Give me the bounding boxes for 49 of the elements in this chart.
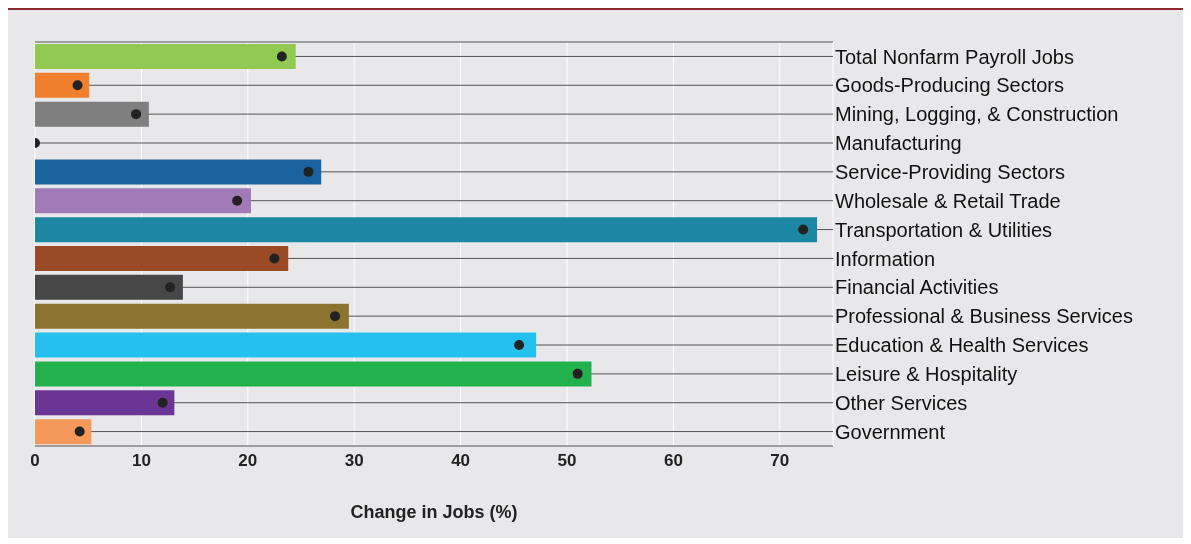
x-tick-label: 0 <box>30 451 40 471</box>
point <box>330 311 341 322</box>
point <box>72 80 83 91</box>
point <box>798 224 809 235</box>
y-tick-label: Transportation & Utilities <box>835 218 1053 241</box>
x-tick-label: 20 <box>238 451 258 471</box>
bar <box>35 44 296 69</box>
bar <box>35 332 537 358</box>
y-tick-label: Other Services <box>835 391 968 414</box>
y-tick-label: Government <box>835 420 946 443</box>
x-tick-label: 50 <box>557 451 577 471</box>
point <box>157 397 168 408</box>
x-tick-label: 60 <box>663 451 683 471</box>
y-tick-label: Mining, Logging, & Construction <box>835 103 1119 126</box>
y-tick-label: Manufacturing <box>835 132 962 155</box>
bar <box>35 419 92 445</box>
point <box>131 109 142 120</box>
y-tick-label: Service-Providing Sectors <box>835 160 1066 183</box>
x-tick-label: 10 <box>131 451 151 471</box>
point <box>269 253 280 264</box>
bar <box>35 72 90 98</box>
x-tick-label: 70 <box>770 451 790 471</box>
bar <box>35 159 322 185</box>
bar <box>35 303 349 329</box>
point <box>572 368 583 379</box>
y-tick-label: Financial Activities <box>835 276 999 299</box>
y-tick-label: Wholesale & Retail Trade <box>835 189 1061 212</box>
y-tick-label: Total Nonfarm Payroll Jobs <box>835 45 1074 68</box>
x-tick-label: 40 <box>451 451 471 471</box>
bar <box>35 274 183 300</box>
point <box>232 195 243 206</box>
x-axis-title: Change in Jobs (%) <box>350 502 518 522</box>
y-tick-label: Professional & Business Services <box>835 305 1133 328</box>
point <box>514 340 525 350</box>
point <box>303 166 314 177</box>
y-tick-label: Education & Health Services <box>835 334 1089 357</box>
bar <box>35 361 592 387</box>
bar <box>35 246 289 271</box>
y-tick-label: Goods-Producing Sectors <box>835 74 1065 97</box>
bar <box>35 188 251 214</box>
y-tick-label: Leisure & Hospitality <box>835 362 1018 385</box>
x-tick-label: 30 <box>344 451 364 471</box>
y-tick-label: Information <box>835 247 936 270</box>
bar <box>35 390 175 416</box>
point <box>165 282 176 293</box>
bar <box>35 101 149 127</box>
point <box>74 426 85 437</box>
point <box>276 51 287 62</box>
bar <box>35 217 818 243</box>
